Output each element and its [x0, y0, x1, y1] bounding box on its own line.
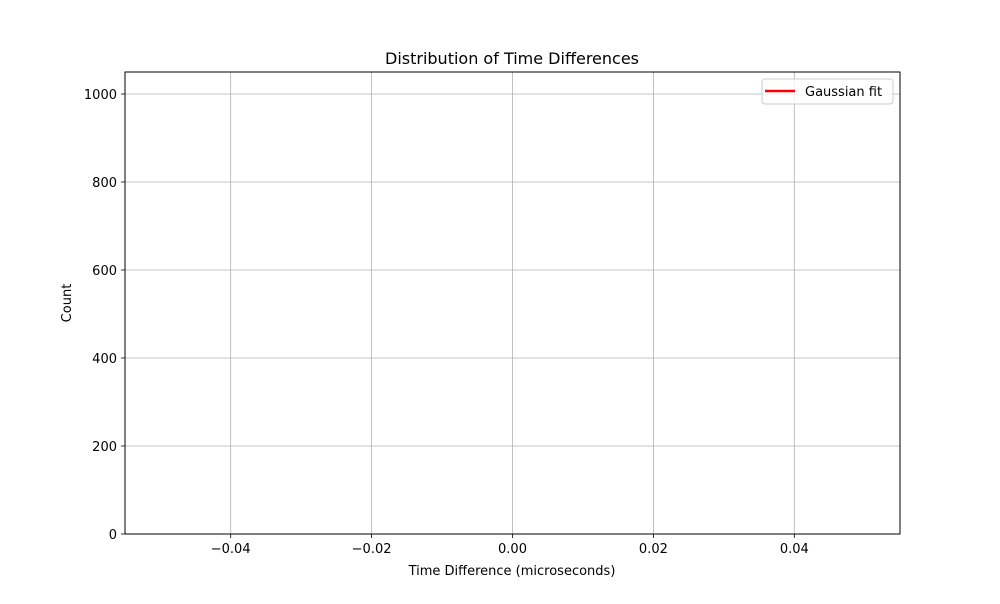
y-tick-label: 400: [92, 352, 117, 367]
y-axis-label: Count: [60, 284, 75, 323]
x-axis-label: Time Difference (microseconds): [408, 564, 616, 579]
x-tick-label: 0.02: [639, 542, 668, 557]
y-tick-label: 1000: [84, 88, 117, 103]
legend-box: [761, 78, 894, 105]
y-tick-label: 600: [92, 264, 117, 279]
chart-title: Distribution of Time Differences: [385, 49, 639, 68]
grid-layer: [125, 72, 900, 535]
tick-layer: −0.04 −0.02 0.00 0.02 0.04 0 200 400 600 800 1000: [84, 88, 809, 557]
legend: Gaussian fit: [761, 78, 894, 105]
legend-label-gaussian-fit: Gaussian fit: [805, 85, 882, 100]
y-tick-label: 0: [109, 528, 117, 543]
x-tick-label: 0.04: [780, 542, 809, 557]
x-tick-label: −0.02: [352, 542, 392, 557]
x-tick-label: −0.04: [211, 542, 251, 557]
y-tick-label: 200: [92, 440, 117, 455]
y-tick-label: 800: [92, 176, 117, 191]
x-tick-label: 0.00: [498, 542, 527, 557]
